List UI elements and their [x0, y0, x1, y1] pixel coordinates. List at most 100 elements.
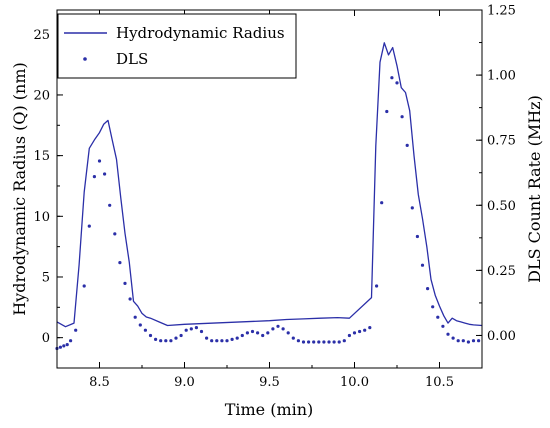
data-point-dls [82, 284, 86, 288]
data-point-dls [87, 224, 91, 228]
data-point-dls [375, 284, 379, 288]
data-point-dls [138, 323, 142, 327]
data-point-dls [103, 172, 107, 176]
data-point-dls [332, 340, 336, 344]
data-point-dls [189, 327, 193, 331]
data-point-dls [471, 339, 476, 343]
axes: 8.5 9.0 9.5 10.0 10.5 0 5 10 15 20 25 0.00 0.25 0.50 0… [33, 4, 516, 391]
data-point-dls [317, 340, 321, 344]
data-point-dls [245, 331, 249, 335]
data-point-dls [154, 337, 158, 341]
data-point-dls [431, 305, 435, 309]
data-point-dls [327, 340, 331, 344]
data-point-dls [256, 331, 260, 335]
data-point-dls [296, 339, 300, 343]
data-point-dls [271, 327, 275, 331]
legend-label-hydrodynamic-radius: Hydrodynamic Radius [116, 24, 285, 42]
data-point-dls [301, 340, 306, 344]
data-point-dls [220, 339, 224, 343]
data-point-dls [199, 329, 204, 334]
data-point-dls [363, 328, 367, 332]
data-point-dls [395, 81, 399, 85]
legend: Hydrodynamic Radius DLS [57, 13, 297, 79]
data-point-dls [466, 340, 470, 344]
data-point-dls [159, 339, 163, 343]
data-point-dls [322, 340, 326, 344]
right-y-tick-label: 0.75 [487, 134, 516, 149]
data-point-dls [368, 326, 372, 330]
data-point-dls [281, 327, 285, 331]
data-point-dls [307, 340, 311, 344]
data-point-dls [250, 329, 255, 334]
left-y-tick-label: 5 [42, 270, 50, 285]
legend-label-dls: DLS [116, 50, 148, 68]
data-point-dls [205, 336, 209, 340]
data-point-dls [385, 109, 389, 114]
right-y-tick-label: 1.25 [487, 4, 516, 19]
data-point-dls [410, 206, 414, 210]
data-point-dls [133, 315, 137, 319]
data-point-dls [118, 261, 122, 265]
data-point-dls [420, 263, 425, 267]
data-point-dls [215, 339, 219, 343]
data-point-dls [352, 331, 357, 335]
data-point-dls [74, 328, 78, 332]
x-axis-title: Time (min) [225, 400, 314, 419]
data-point-dls [69, 339, 73, 343]
data-point-dls [164, 339, 168, 343]
legend-dot-swatch [83, 57, 87, 61]
data-point-dls [148, 333, 153, 338]
data-point-dls [446, 332, 450, 336]
data-point-dls [108, 203, 112, 207]
data-point-dls [210, 339, 214, 343]
data-point-dls [426, 287, 430, 291]
data-point-dls [179, 333, 183, 338]
data-point-dls [347, 333, 351, 338]
data-point-dls [65, 343, 69, 347]
x-tick-label: 9.0 [174, 375, 195, 390]
data-point-dls [261, 333, 265, 338]
data-point-dls [184, 328, 188, 332]
data-point-dls [174, 336, 178, 340]
data-point-dls [291, 336, 295, 340]
right-y-axis-title: DLS Count Rate (MHz) [525, 95, 544, 283]
data-point-dls [405, 143, 409, 147]
data-point-dls [230, 337, 234, 341]
data-point-dls [436, 315, 440, 319]
data-point-dls [477, 339, 481, 343]
data-point-dls [312, 340, 316, 344]
left-y-tick-label: 20 [33, 88, 50, 103]
left-y-axis-title: Hydrodynamic Radius (Q) (nm) [10, 62, 29, 316]
right-y-tick-label: 0.00 [487, 329, 516, 344]
x-tick-label: 10.0 [340, 375, 369, 390]
data-point-dls [390, 76, 394, 80]
series-line-hydrodynamic-radius [56, 42, 483, 328]
data-point-dls [461, 339, 465, 343]
data-point-dls [456, 339, 460, 343]
right-y-tick-label: 1.00 [487, 69, 516, 84]
data-point-dls [342, 339, 346, 343]
data-point-dls [62, 344, 66, 348]
data-point-dls [266, 331, 270, 335]
data-point-dls [286, 331, 290, 335]
data-point-dls [143, 328, 147, 332]
data-point-dls [400, 115, 404, 119]
data-point-dls [240, 333, 244, 338]
data-point-dls [128, 297, 132, 301]
data-point-dls [380, 201, 384, 205]
x-tick-label: 9.5 [259, 375, 280, 390]
data-point-dls [358, 329, 362, 334]
data-point-dls [194, 326, 198, 330]
data-point-dls [337, 340, 341, 344]
left-y-tick-label: 0 [42, 331, 50, 346]
data-point-dls [415, 234, 419, 239]
x-tick-label: 8.5 [89, 375, 110, 390]
right-y-tick-label: 0.25 [487, 264, 516, 279]
data-point-dls [235, 336, 239, 340]
data-point-dls [92, 175, 96, 179]
data-point-dls [97, 159, 102, 163]
data-point-dls [441, 324, 445, 328]
left-y-tick-label: 15 [33, 149, 50, 164]
data-point-dls [451, 336, 455, 340]
data-point-dls [123, 281, 127, 285]
